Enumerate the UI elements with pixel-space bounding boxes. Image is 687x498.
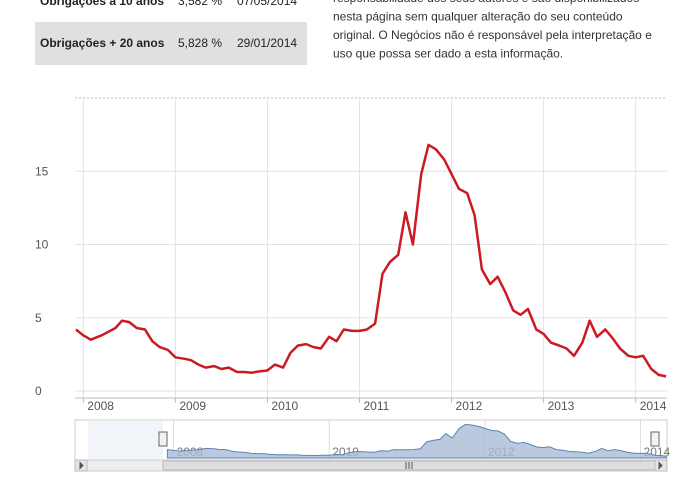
- navigator-handle[interactable]: [650, 431, 660, 447]
- table-cell: 07/05/2014: [237, 0, 297, 8]
- x-tick-label: 2011: [363, 399, 389, 413]
- x-tick-label: 2009: [179, 399, 206, 413]
- y-tick-label: 0: [35, 384, 42, 398]
- table-cell: Obrigações + 20 anos: [40, 36, 165, 50]
- scroll-icons: [79, 461, 663, 470]
- disclaimer-line: responsabilidade dos seus autores e são …: [333, 0, 639, 5]
- navigator-area: [166, 423, 667, 459]
- table-cell: 5,828 %: [178, 36, 222, 50]
- disclaimer-line: uso que possa ser dado a esta informação…: [333, 47, 563, 61]
- y-tick-label: 15: [35, 164, 49, 178]
- disclaimer-line: nesta página sem qualquer alteração do s…: [333, 10, 623, 24]
- y-tick-label: 10: [35, 238, 49, 252]
- table-cell: 3,582 %: [178, 0, 222, 8]
- x-tick-label: 2010: [271, 399, 298, 413]
- x-tick-label: 2014: [640, 399, 667, 413]
- plot-bg: [75, 98, 667, 398]
- navigator-mask: [88, 421, 163, 459]
- x-tick-label: 2008: [87, 399, 114, 413]
- disclaimer-line: original. O Negócios não é responsável p…: [333, 28, 652, 42]
- table-cell: 29/01/2014: [237, 36, 297, 50]
- navigator-handle[interactable]: [158, 431, 168, 447]
- x-tick-label: 2012: [456, 399, 483, 413]
- table-cell: Obrigações a 10 anos: [40, 0, 164, 8]
- y-tick-label: 5: [35, 311, 42, 325]
- row-highlight: [35, 22, 307, 65]
- x-tick-label: 2013: [548, 399, 575, 413]
- line: [75, 143, 667, 378]
